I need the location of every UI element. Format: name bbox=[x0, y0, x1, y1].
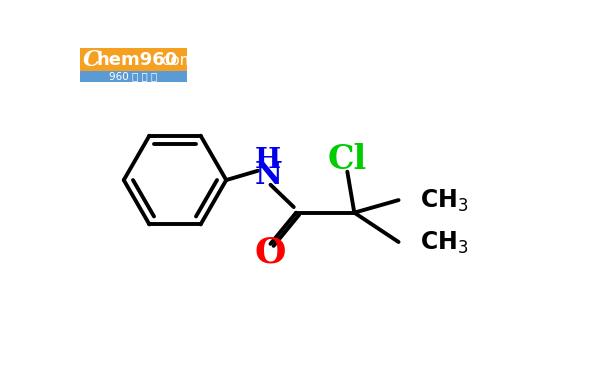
Text: Cl: Cl bbox=[328, 142, 367, 176]
FancyBboxPatch shape bbox=[79, 71, 187, 82]
Text: N: N bbox=[254, 160, 282, 191]
Text: CH$_3$: CH$_3$ bbox=[419, 230, 468, 256]
Text: H: H bbox=[255, 147, 281, 174]
Text: 960 化 工 网: 960 化 工 网 bbox=[109, 72, 157, 82]
Text: C: C bbox=[82, 49, 100, 71]
Text: CH$_3$: CH$_3$ bbox=[419, 188, 468, 214]
Text: hem960: hem960 bbox=[97, 51, 178, 69]
FancyBboxPatch shape bbox=[79, 48, 187, 72]
Text: .com: .com bbox=[157, 53, 195, 68]
Text: O: O bbox=[255, 235, 286, 269]
